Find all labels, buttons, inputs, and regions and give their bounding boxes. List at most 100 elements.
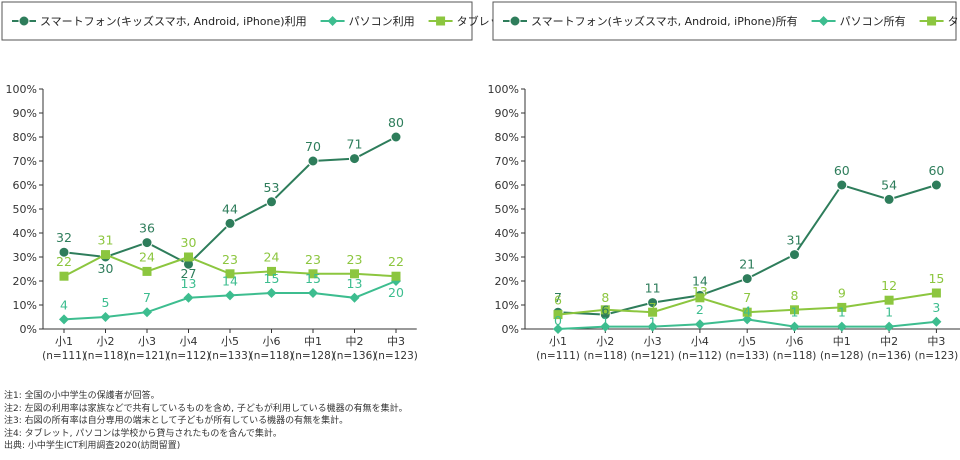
legend-item: スマートフォン(キッズスマホ, Android, iPhone)利用: [12, 14, 307, 28]
y-tick-label: 90%: [13, 107, 37, 120]
data-label: 7: [143, 290, 151, 305]
x-tick-label: 小3: [644, 335, 662, 348]
x-tick-n-label: (n=112): [167, 350, 211, 362]
data-label: 15: [305, 271, 321, 286]
y-tick-label: 30%: [13, 251, 37, 264]
data-label: 8: [601, 290, 609, 305]
data-label: 14: [692, 273, 708, 288]
data-point: [308, 288, 318, 298]
x-tick-n-label: (n=118): [773, 350, 817, 362]
y-tick-label: 80%: [495, 131, 519, 144]
x-tick-label: 中3: [927, 335, 945, 348]
x-tick-label: 小5: [221, 335, 239, 348]
x-tick-n-label: (n=118): [583, 350, 627, 362]
data-point: [350, 269, 359, 279]
legend-frame: [1, 1, 473, 41]
data-label: 30: [98, 261, 114, 276]
legend-item: タブレット所有: [919, 14, 960, 28]
chart-2: スマートフォン(キッズスマホ, Android, iPhone)所有 パソコン所有…: [488, 1, 960, 362]
legend-marker: [18, 15, 30, 27]
x-tick-label: 小3: [138, 335, 156, 348]
footnote-1: 注1: 全国の小中学生の保護者が回答。: [4, 391, 160, 401]
data-label: 31: [787, 233, 803, 248]
data-label: 24: [264, 249, 280, 264]
data-label: 23: [305, 252, 321, 267]
data-label: 1: [791, 305, 799, 320]
y-tick-label: 0%: [502, 323, 519, 336]
x-tick-label: 中2: [346, 335, 364, 348]
data-label: 27: [181, 266, 197, 281]
data-point: [789, 321, 800, 332]
data-point: [142, 307, 152, 318]
y-tick-label: 70%: [495, 155, 519, 168]
data-point: [101, 250, 110, 260]
legend-item: パソコン利用: [320, 15, 415, 28]
data-point: [225, 269, 235, 279]
data-point: [789, 249, 800, 261]
y-tick-label: 80%: [13, 131, 37, 144]
data-label: 11: [645, 281, 661, 296]
x-tick-n-label: (n=111): [42, 350, 86, 362]
data-label: 60: [928, 163, 944, 178]
data-point: [883, 193, 895, 205]
data-point: [142, 266, 152, 276]
y-tick-label: 100%: [6, 83, 37, 96]
charts-canvas: スマートフォン(キッズスマホ, Android, iPhone)利用 パソコン利用…: [1, 1, 960, 362]
data-point: [648, 307, 658, 317]
legend-marker: [927, 16, 937, 26]
x-tick-label: 中1: [833, 335, 851, 348]
y-tick-label: 50%: [13, 203, 37, 216]
data-point: [930, 179, 942, 191]
x-tick-label: 中3: [387, 335, 405, 348]
data-label: 22: [388, 254, 404, 269]
legend: スマートフォン(キッズスマホ, Android, iPhone)利用 パソコン利用…: [1, 1, 534, 41]
data-point: [742, 314, 753, 325]
data-point: [553, 310, 563, 320]
data-label: 60: [834, 163, 850, 178]
legend-label: タブレット所有: [948, 14, 960, 28]
y-tick-label: 20%: [495, 275, 519, 288]
data-label: 13: [692, 284, 708, 299]
data-label: 3: [932, 300, 940, 315]
y-tick-label: 0%: [20, 323, 37, 336]
footnote-2: 注2: 左図の利用率は家族などで共有しているものを含め, 子どもが利用している機…: [4, 403, 408, 414]
data-label: 23: [347, 252, 363, 267]
data-point: [741, 273, 753, 285]
x-tick-n-label: (n=118): [84, 350, 128, 362]
y-tick-label: 100%: [488, 83, 519, 96]
y-tick-label: 40%: [495, 227, 519, 240]
y-tick-label: 10%: [13, 299, 37, 312]
data-labels-2: 4 5 7 13 14 15 15 13 20: [60, 271, 404, 312]
legend-marker: [327, 16, 338, 26]
y-tick-label: 50%: [495, 203, 519, 216]
series-2: [59, 276, 401, 325]
data-label: 13: [181, 276, 197, 291]
data-point: [141, 237, 153, 249]
legend-label: スマートフォン(キッズスマホ, Android, iPhone)利用: [40, 14, 307, 28]
legend-label: パソコン所有: [840, 14, 906, 28]
data-label: 15: [928, 271, 944, 286]
legend-frame: [492, 1, 957, 41]
data-label: 20: [388, 285, 404, 300]
x-tick-label: 小2: [596, 335, 614, 348]
data-point: [931, 316, 942, 327]
x-tick-n-label: (n=118): [250, 350, 294, 362]
x-tick-n-label: (n=136): [333, 350, 377, 362]
data-point: [59, 271, 69, 281]
x-tick-n-label: (n=112): [678, 350, 722, 362]
data-point: [307, 155, 319, 167]
footnote-4: 注4: タブレット, パソコンは学校から貸与されたものを含んで集計。: [4, 428, 282, 439]
x-tick-label: 小6: [263, 335, 281, 348]
data-point: [742, 307, 752, 317]
data-labels-3: 22 31 24 30 23 24 23 23 22: [56, 233, 404, 270]
data-label: 1: [649, 315, 657, 330]
data-labels-2: 0 1 1 2 4 1 1 1 3: [554, 300, 940, 330]
data-label: 4: [743, 303, 751, 318]
data-label: 80: [388, 115, 404, 130]
series-3: [59, 250, 401, 281]
x-tick-label: 小4: [691, 335, 709, 348]
data-point: [266, 288, 277, 298]
data-point: [884, 321, 895, 332]
